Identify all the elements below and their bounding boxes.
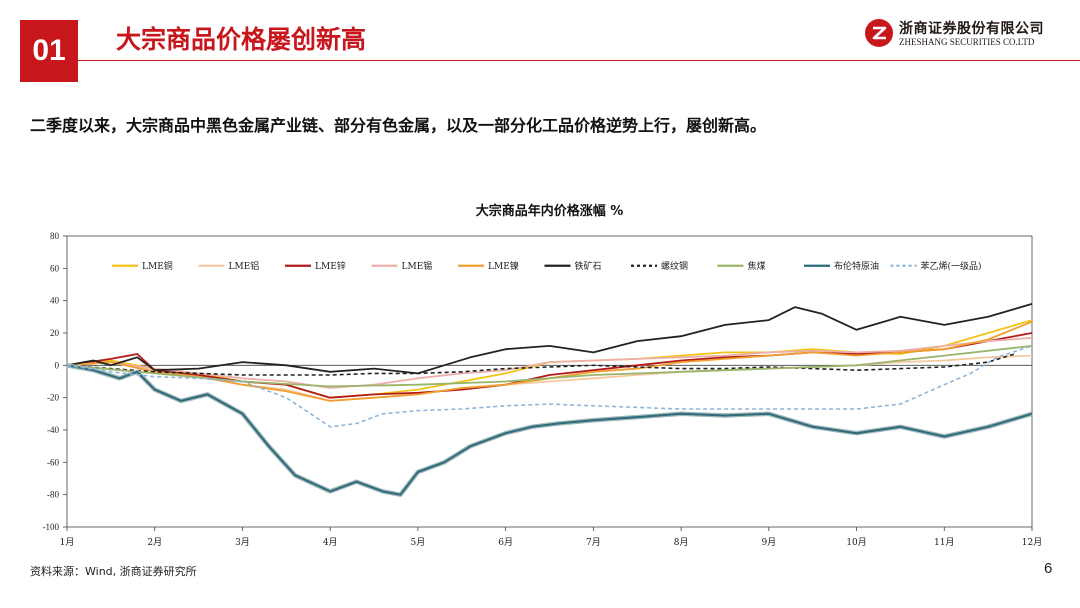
x-tick-label: 9月	[761, 537, 776, 548]
legend-label: LME锡	[402, 261, 433, 272]
series-line-6	[66, 353, 1015, 376]
y-tick-label: -40	[47, 425, 59, 435]
legend-label: 焦煤	[748, 260, 766, 272]
subtitle-text: 二季度以来，大宗商品中黑色金属产业链、部分有色金属，以及一部分化工品价格逆势上行…	[30, 116, 767, 135]
logo-cn-text: 浙商证券股份有限公司	[899, 21, 1044, 37]
x-tick-label: 8月	[674, 537, 689, 548]
x-tick-label: 7月	[586, 537, 601, 548]
x-tick-label: 2月	[147, 537, 162, 548]
y-tick-label: 80	[50, 231, 60, 241]
legend-label: 布伦特原油	[834, 260, 879, 272]
x-tick-label: 1月	[60, 537, 75, 548]
legend-label: 螺纹钢	[661, 260, 688, 272]
title-divider	[78, 60, 1080, 61]
y-tick-label: 60	[50, 263, 60, 273]
series-line-8	[66, 364, 1033, 496]
y-tick-label: -80	[47, 490, 59, 500]
section-number: 01	[20, 20, 78, 82]
legend-label: 铁矿石	[575, 260, 602, 272]
x-tick-label: 6月	[498, 537, 513, 548]
x-tick-label: 3月	[235, 537, 250, 548]
x-tick-label: 5月	[411, 537, 426, 548]
company-logo: 浙商证券股份有限公司 ZHESHANG SECURITIES CO.LTD	[864, 18, 1054, 52]
y-tick-label: 20	[50, 328, 60, 338]
x-tick-label: 12月	[1022, 537, 1042, 548]
chart-title: 大宗商品年内价格涨幅 %	[476, 203, 624, 219]
source-note: 资料来源：Wind, 浙商证券研究所	[30, 565, 197, 578]
legend-label: LME锌	[315, 260, 346, 272]
x-tick-label: 11月	[934, 537, 954, 548]
x-tick-label: 4月	[323, 537, 338, 548]
series-line-3	[66, 336, 1033, 389]
legend-label: 苯乙烯(一级品)	[921, 260, 982, 272]
x-tick-label: 10月	[846, 537, 866, 548]
y-tick-label: -60	[47, 457, 59, 467]
plot-frame	[66, 235, 1033, 528]
y-tick-label: -20	[47, 393, 59, 403]
series-line-9	[66, 345, 1033, 428]
page-title: 大宗商品价格屡创新高	[116, 25, 367, 54]
y-tick-label: 40	[50, 296, 60, 306]
legend-label: LME铜	[142, 260, 173, 272]
page-number: 6	[1044, 560, 1053, 577]
series-line-halo	[66, 363, 1033, 497]
series-line-0	[66, 319, 1033, 399]
y-tick-label: 0	[55, 360, 60, 370]
series-line-5	[66, 303, 1033, 375]
y-tick-label: -100	[43, 522, 60, 532]
legend-label: LME镍	[488, 260, 519, 272]
legend-label: LME铝	[229, 260, 260, 272]
logo-en-text: ZHESHANG SECURITIES CO.LTD	[899, 37, 1035, 47]
zheshang-logo-icon	[865, 19, 893, 47]
